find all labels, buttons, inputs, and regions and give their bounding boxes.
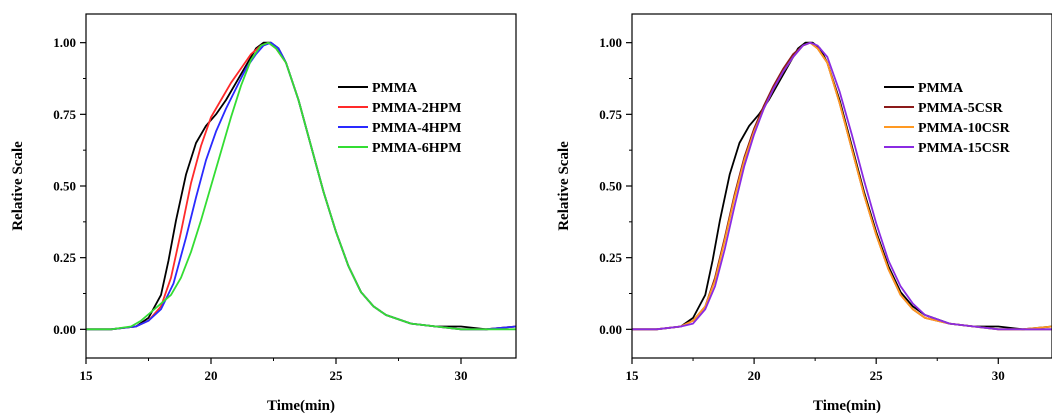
x-tick-label: 15 bbox=[80, 368, 94, 383]
y-tick-label: 0.75 bbox=[599, 107, 622, 122]
y-tick-label: 0.00 bbox=[53, 322, 76, 337]
y-tick-label: 0.25 bbox=[599, 250, 622, 265]
chart-left: 15 20 25 30 0.00 0.25 0.50 0.75 1.00 Time(min) Rel… bbox=[10, 13, 517, 414]
series-line-0-0 bbox=[86, 41, 517, 331]
y-tick-label: 1.00 bbox=[599, 35, 622, 50]
x-tick-label: 30 bbox=[455, 368, 468, 383]
y-tick-label: 0.00 bbox=[599, 322, 622, 337]
plot-frame bbox=[85, 13, 517, 359]
legend-label: PMMA bbox=[918, 81, 964, 96]
x-tick-label: 25 bbox=[870, 368, 884, 383]
y-tick-label: 0.50 bbox=[53, 179, 76, 194]
series-line-1-2 bbox=[632, 41, 1052, 331]
legend-label: PMMA bbox=[372, 81, 418, 96]
chart-right: 15 20 25 30 0.00 0.25 0.50 0.75 1.00 Time(min) Rel… bbox=[556, 13, 1052, 414]
y-tick-label: 0.25 bbox=[53, 250, 76, 265]
series-line-0-2 bbox=[86, 41, 517, 331]
y-axis-label: Relative Scale bbox=[556, 141, 572, 231]
series-line-1-0 bbox=[632, 41, 1052, 331]
legend-label: PMMA-6HPM bbox=[372, 141, 461, 156]
x-tick-label: 25 bbox=[330, 368, 344, 383]
x-axis-label: Time(min) bbox=[267, 398, 335, 414]
legend-label: PMMA-4HPM bbox=[372, 121, 461, 136]
y-tick-label: 0.75 bbox=[53, 107, 76, 122]
series-line-0-1 bbox=[86, 41, 517, 331]
legend-label: PMMA-15CSR bbox=[918, 141, 1011, 156]
y-axis-label: Relative Scale bbox=[10, 141, 26, 231]
series-line-1-1 bbox=[632, 41, 1052, 331]
x-axis-label: Time(min) bbox=[813, 398, 881, 414]
x-tick-label: 20 bbox=[205, 368, 218, 383]
legend-label: PMMA-5CSR bbox=[918, 101, 1004, 116]
x-tick-label: 30 bbox=[992, 368, 1005, 383]
legend-label: PMMA-10CSR bbox=[918, 121, 1011, 136]
y-tick-label: 0.50 bbox=[599, 179, 622, 194]
y-tick-label: 1.00 bbox=[53, 35, 76, 50]
x-tick-label: 20 bbox=[748, 368, 761, 383]
series-line-0-3 bbox=[86, 41, 516, 331]
plot-frame bbox=[631, 13, 1052, 359]
legend-label: PMMA-2HPM bbox=[372, 101, 461, 116]
x-tick-label: 15 bbox=[626, 368, 640, 383]
series-line-1-3 bbox=[632, 41, 1052, 331]
